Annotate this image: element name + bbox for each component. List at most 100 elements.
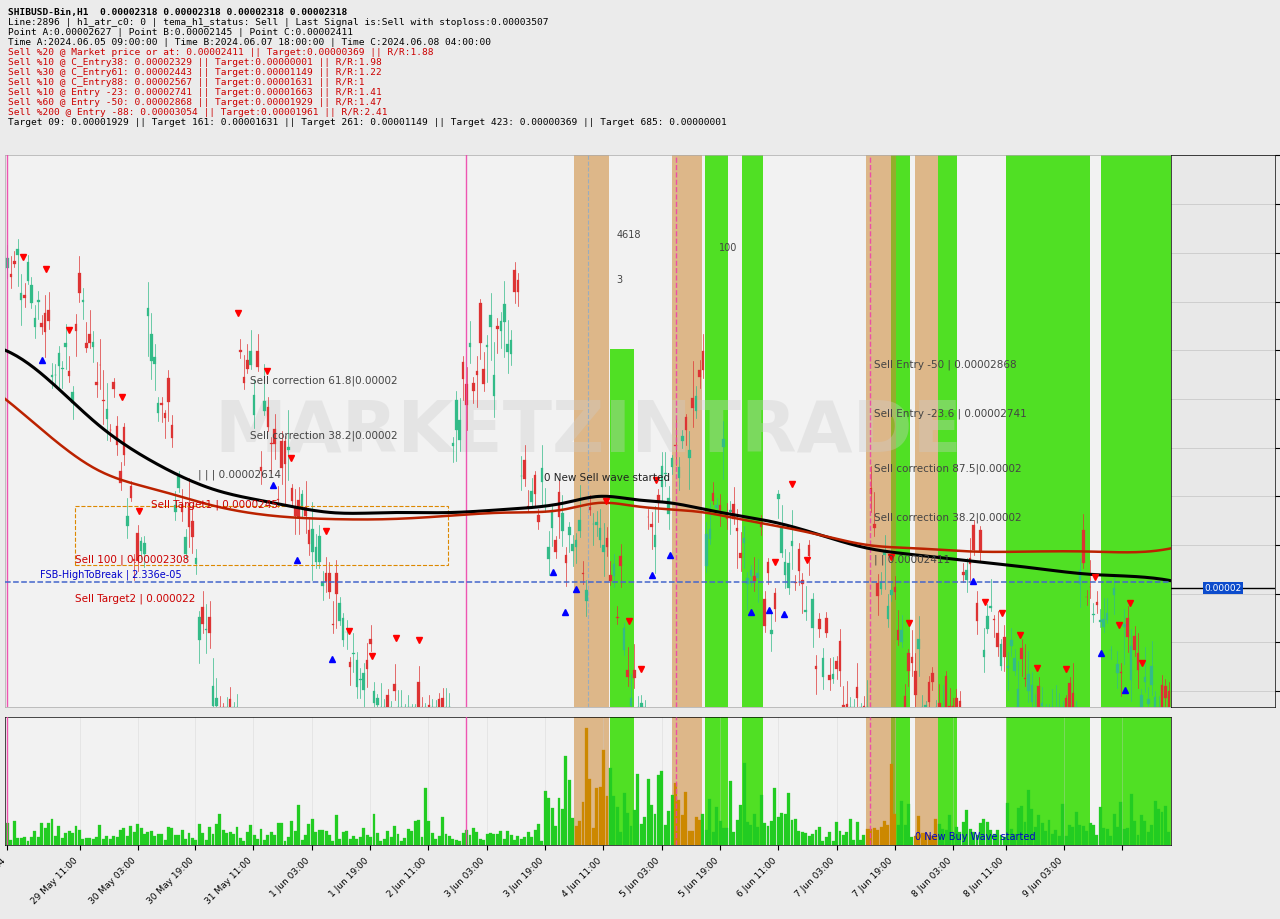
Bar bbox=[68, 372, 70, 376]
Bar bbox=[630, 826, 632, 845]
Bar bbox=[595, 523, 598, 526]
Bar bbox=[27, 263, 29, 281]
Bar bbox=[1153, 801, 1157, 845]
Bar bbox=[17, 249, 19, 256]
Bar bbox=[465, 830, 468, 845]
Bar bbox=[507, 345, 509, 353]
Bar bbox=[1047, 820, 1051, 845]
Bar bbox=[1051, 834, 1053, 845]
Bar bbox=[291, 489, 293, 501]
Bar bbox=[1157, 809, 1160, 845]
Bar bbox=[215, 823, 218, 845]
Bar bbox=[301, 840, 303, 845]
Bar bbox=[23, 296, 26, 299]
Bar bbox=[1137, 653, 1139, 670]
Bar bbox=[554, 540, 557, 552]
Bar bbox=[170, 828, 173, 845]
Bar bbox=[92, 839, 95, 845]
Bar bbox=[893, 814, 896, 845]
Bar bbox=[225, 833, 228, 845]
Bar bbox=[266, 834, 269, 845]
Text: Sell %10 @ C_Entry88: 0.00002567 || Target:0.00001631 || R/R:1: Sell %10 @ C_Entry88: 0.00002567 || Targ… bbox=[8, 78, 365, 87]
Bar bbox=[701, 352, 704, 370]
Bar bbox=[1096, 603, 1098, 605]
Bar bbox=[143, 834, 146, 845]
Bar bbox=[317, 830, 321, 845]
Bar bbox=[1100, 807, 1102, 845]
Bar bbox=[123, 427, 125, 456]
Bar bbox=[931, 674, 933, 682]
Bar bbox=[479, 303, 481, 344]
Bar bbox=[842, 705, 845, 708]
Bar bbox=[867, 830, 869, 845]
Bar bbox=[239, 351, 242, 352]
Bar bbox=[814, 666, 817, 670]
Text: 0 New Sell wave started: 0 New Sell wave started bbox=[544, 472, 669, 482]
Bar bbox=[99, 825, 101, 845]
Bar bbox=[1153, 697, 1156, 707]
Bar bbox=[489, 315, 492, 328]
Bar bbox=[1041, 823, 1043, 845]
Bar bbox=[869, 829, 872, 845]
Bar bbox=[389, 837, 393, 845]
Bar bbox=[321, 583, 324, 586]
Bar bbox=[431, 833, 434, 845]
Text: 0 New Buy Wave started: 0 New Buy Wave started bbox=[915, 831, 1036, 841]
Text: Sell correction 38.2|0.00002: Sell correction 38.2|0.00002 bbox=[874, 512, 1021, 522]
Bar bbox=[961, 822, 965, 845]
Bar bbox=[143, 543, 146, 554]
Bar bbox=[383, 839, 385, 845]
Text: Sell Entry -50 | 0.00002868: Sell Entry -50 | 0.00002868 bbox=[874, 359, 1016, 369]
Bar bbox=[836, 662, 838, 669]
Bar bbox=[372, 691, 375, 704]
Bar bbox=[506, 831, 509, 845]
Bar bbox=[972, 833, 975, 845]
Bar bbox=[509, 341, 512, 355]
Bar bbox=[325, 831, 328, 845]
Bar bbox=[616, 807, 618, 845]
Bar bbox=[1014, 658, 1016, 672]
Bar bbox=[611, 717, 634, 845]
Bar bbox=[630, 698, 632, 707]
Bar bbox=[564, 756, 567, 845]
Bar bbox=[40, 823, 44, 845]
Text: SHIBUSD-Bin,H1  0.00002318 0.00002318 0.00002318 0.00002318: SHIBUSD-Bin,H1 0.00002318 0.00002318 0.0… bbox=[8, 8, 347, 17]
Bar bbox=[677, 468, 680, 479]
Text: 3: 3 bbox=[616, 275, 622, 285]
Bar bbox=[753, 576, 755, 581]
Bar bbox=[146, 833, 150, 845]
Bar bbox=[1161, 685, 1164, 708]
Bar bbox=[95, 837, 99, 845]
Text: Sell %200 @ Entry -88: 0.00003054 || Target:0.00001961 || R/R:2.41: Sell %200 @ Entry -88: 0.00003054 || Tar… bbox=[8, 108, 387, 117]
Bar bbox=[605, 797, 608, 845]
Bar bbox=[1057, 836, 1061, 845]
Bar bbox=[184, 839, 187, 845]
Bar bbox=[698, 820, 701, 845]
Bar bbox=[709, 529, 712, 539]
Bar bbox=[184, 538, 187, 555]
Bar bbox=[1044, 832, 1047, 845]
Bar bbox=[276, 823, 279, 845]
Bar bbox=[1164, 806, 1167, 845]
Bar bbox=[180, 830, 183, 845]
Bar bbox=[620, 833, 622, 845]
Bar bbox=[1102, 828, 1105, 845]
Bar bbox=[33, 319, 36, 328]
Bar bbox=[863, 835, 865, 845]
Bar bbox=[1164, 686, 1167, 698]
Bar bbox=[1133, 822, 1137, 845]
Bar bbox=[687, 450, 690, 458]
Bar bbox=[160, 403, 163, 405]
Bar bbox=[256, 351, 259, 368]
Bar bbox=[589, 778, 591, 845]
Bar bbox=[814, 831, 818, 845]
Bar bbox=[646, 778, 649, 845]
Bar bbox=[178, 835, 180, 845]
Bar bbox=[873, 828, 876, 845]
Bar bbox=[147, 309, 150, 316]
Bar bbox=[1020, 806, 1023, 845]
Bar bbox=[1061, 804, 1064, 845]
Bar bbox=[407, 829, 410, 845]
Bar bbox=[356, 839, 358, 845]
Bar bbox=[685, 792, 687, 845]
